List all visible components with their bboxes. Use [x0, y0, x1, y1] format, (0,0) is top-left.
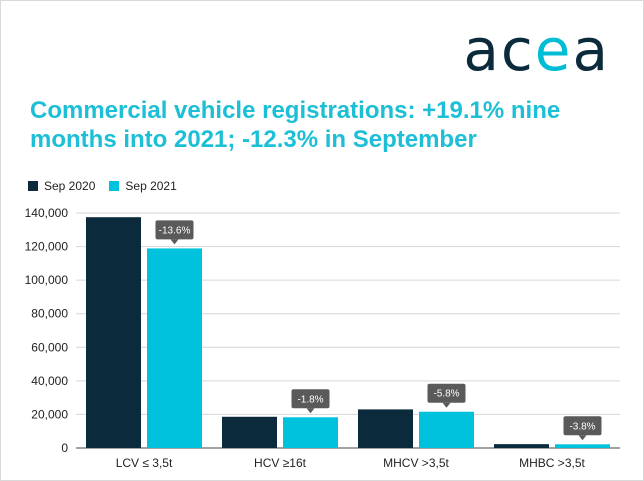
y-tick-label: 80,000 — [31, 307, 68, 321]
y-tick-label: 40,000 — [31, 374, 68, 388]
bar-sep-2021 — [283, 417, 338, 448]
y-tick-label: 0 — [61, 441, 68, 455]
change-label-box — [427, 383, 466, 403]
y-tick-label: 20,000 — [31, 407, 68, 421]
change-label: -3.8% — [569, 421, 595, 432]
bar-sep-2020 — [494, 444, 549, 448]
y-tick-label: 120,000 — [25, 240, 69, 254]
legend-label-sep-2020: Sep 2020 — [44, 179, 96, 193]
bar-sep-2020 — [358, 409, 413, 448]
change-label-box — [291, 389, 330, 409]
legend-item-sep-2021: Sep 2021 — [109, 179, 177, 193]
x-category-label: MHBC >3,5t — [519, 456, 585, 470]
chart-title: Commercial vehicle registrations: +19.1%… — [30, 97, 561, 153]
bar-sep-2021 — [147, 248, 202, 448]
y-tick-label: 60,000 — [31, 340, 68, 354]
change-label-box — [563, 416, 602, 436]
bar-sep-2020 — [222, 416, 277, 448]
acea-logo: acea — [463, 16, 610, 84]
y-tick-label: 140,000 — [25, 206, 69, 220]
change-label: -1.8% — [297, 394, 323, 405]
x-category-label: HCV ≥16t — [254, 456, 307, 470]
change-label-box — [155, 220, 194, 240]
bar-sep-2020 — [86, 217, 141, 448]
chart-legend: Sep 2020 Sep 2021 — [28, 179, 177, 193]
y-tick-label: 100,000 — [25, 273, 69, 287]
change-label-pointer — [170, 239, 179, 245]
change-label-pointer — [442, 402, 451, 408]
legend-item-sep-2020: Sep 2020 — [28, 179, 95, 193]
change-label-pointer — [578, 435, 587, 441]
change-label-pointer — [306, 408, 315, 414]
legend-label-sep-2021: Sep 2021 — [125, 179, 177, 193]
legend-swatch-sep-2021 — [109, 181, 120, 191]
legend-swatch-sep-2020 — [28, 181, 38, 191]
bar-sep-2021 — [555, 444, 610, 448]
change-label: -13.6% — [159, 225, 191, 236]
x-category-label: LCV ≤ 3,5t — [116, 456, 173, 470]
change-label: -5.8% — [433, 389, 459, 400]
bar-sep-2021 — [419, 411, 474, 448]
x-category-label: MHCV >3,5t — [383, 456, 449, 470]
